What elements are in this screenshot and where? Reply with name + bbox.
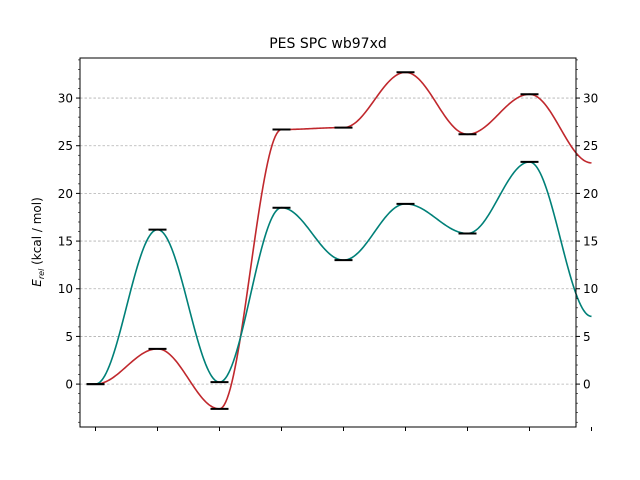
- y-tick-label-right: 15: [583, 235, 598, 249]
- y-tick-label-left: 5: [65, 330, 73, 344]
- chart-title: PES SPC wb97xd: [269, 36, 387, 52]
- y-tick-label-left: 10: [58, 282, 73, 296]
- y-axis-label-subscript: rel: [37, 268, 46, 279]
- plot-frame: [79, 57, 577, 428]
- y-axis-label-unit: (kcal / mol): [30, 197, 44, 268]
- y-tick-label-left: 15: [58, 235, 73, 249]
- y-tick-label-right: 0: [583, 378, 591, 392]
- y-tick-label-right: 25: [583, 139, 598, 153]
- y-tick-label-right: 10: [583, 282, 598, 296]
- y-tick-label-right: 20: [583, 187, 598, 201]
- y-tick-label-left: 20: [58, 187, 73, 201]
- grid: [80, 97, 576, 385]
- y-tick-label-right: 30: [583, 92, 598, 106]
- ticks: 0 0 5 5 10 10 15 15 20 20 25 25 30 30: [58, 59, 598, 431]
- level-markers: [86, 71, 539, 410]
- y-axis-label: Erel (kcal / mol): [30, 197, 46, 286]
- y-tick-label-left: 0: [65, 378, 73, 392]
- y-axis-label-symbol: E: [30, 279, 44, 287]
- y-tick-label-left: 30: [58, 92, 73, 106]
- y-tick-label-right: 5: [583, 330, 591, 344]
- y-tick-label-left: 25: [58, 139, 73, 153]
